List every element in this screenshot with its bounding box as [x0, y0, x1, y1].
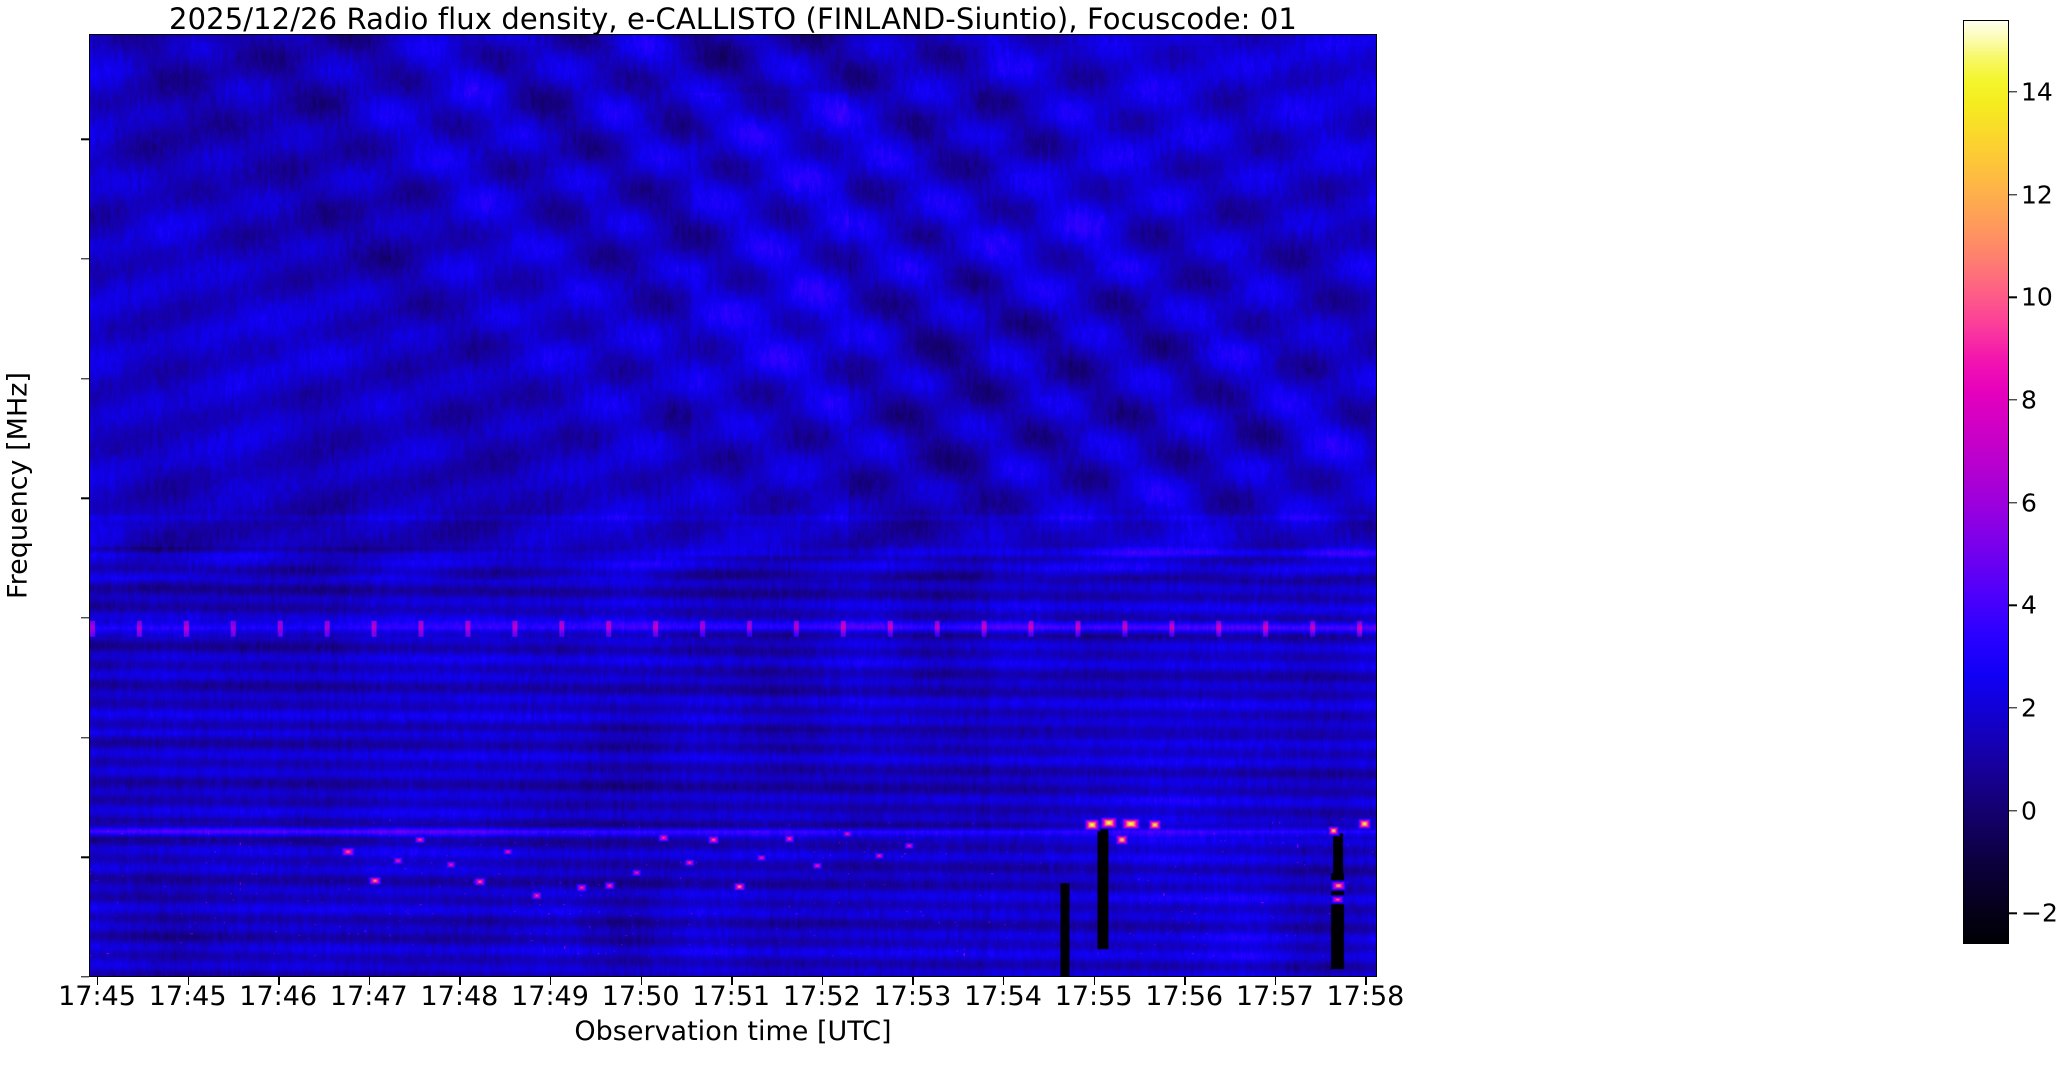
colorbar-tick-label: 14 [2021, 77, 2053, 107]
x-axis-tick-mark [1365, 977, 1367, 985]
y-axis-tick-mark [81, 856, 89, 859]
x-axis-tick-mark [459, 977, 461, 985]
x-axis-tick-mark [97, 977, 99, 985]
x-axis-tick-label: 17:55 [1054, 981, 1133, 1012]
y-axis-label: Frequency [MHz] [2, 372, 34, 599]
y-axis-tick-mark [81, 617, 89, 619]
y-axis-tick-mark [81, 497, 89, 500]
page-title: 2025/12/26 Radio flux density, e-CALLIST… [169, 2, 1297, 36]
x-axis-tick-mark [821, 977, 824, 985]
x-axis-tick-label: 17:50 [601, 981, 680, 1012]
x-axis-tick-label: 17:48 [420, 981, 499, 1012]
y-axis-tick-mark [81, 138, 89, 140]
colorbar-tick-mark [2009, 912, 2017, 914]
x-axis-tick-label: 17:51 [692, 981, 771, 1012]
colorbar-tick-label: 6 [2021, 488, 2037, 518]
x-axis-tick-label: 17:45 [58, 981, 136, 1012]
x-axis-tick-label: 17:47 [329, 981, 408, 1012]
y-axis-tick-mark [81, 736, 89, 739]
x-axis-label: Observation time [UTC] [574, 1016, 892, 1047]
y-axis-tick-mark [81, 258, 89, 260]
x-axis-tick-mark [278, 977, 280, 985]
colorbar-tick-mark [2009, 399, 2017, 401]
colorbar-tick-label: 10 [2021, 282, 2053, 312]
x-axis-tick-label: 17:54 [964, 981, 1042, 1012]
colorbar-tick-label: 4 [2021, 590, 2037, 620]
colorbar-tick-mark [2009, 501, 2017, 504]
x-axis-tick-label: 17:52 [782, 981, 861, 1012]
colorbar-tick-mark [2009, 91, 2017, 93]
x-axis-tick-mark [1274, 977, 1277, 985]
x-axis-tick-label: 17:56 [1145, 981, 1224, 1012]
colorbar-gradient [1963, 20, 2009, 944]
colorbar-tick-mark [2009, 809, 2017, 812]
x-axis-tick-mark [368, 977, 371, 985]
x-axis-tick-mark [1184, 977, 1186, 985]
x-axis-tick-mark [1003, 977, 1005, 985]
x-axis-tick-mark [640, 977, 642, 985]
colorbar-tick-mark [2009, 604, 2017, 606]
x-axis-tick-label: 17:53 [873, 981, 952, 1012]
x-axis-tick-mark [187, 977, 189, 985]
colorbar: −2 0 2 4 6 8 10 12 14 [1963, 20, 2058, 944]
x-axis-tick-mark [912, 977, 914, 985]
x-axis-tick-mark [731, 977, 733, 985]
colorbar-tick-mark [2009, 296, 2017, 298]
x-axis-tick-label: 17:58 [1326, 981, 1405, 1012]
y-axis-tick-mark [81, 976, 89, 978]
spectrogram-canvas [90, 35, 1376, 976]
x-axis-tick-label: 17:49 [511, 981, 589, 1012]
y-axis-tick-mark [81, 377, 89, 380]
x-axis-tick-label: 17:45 [148, 981, 227, 1012]
x-axis-tick-mark [550, 977, 552, 985]
spectrogram-image [90, 35, 1376, 976]
x-axis-tick-label: 17:57 [1235, 981, 1314, 1012]
colorbar-tick-label: 2 [2021, 693, 2037, 723]
colorbar-tick-label: 8 [2021, 385, 2037, 415]
colorbar-tick-label: 12 [2021, 180, 2053, 210]
colorbar-tick-mark [2009, 707, 2017, 709]
colorbar-tick-label: −2 [2021, 898, 2058, 928]
x-axis-tick-mark [1093, 977, 1095, 985]
colorbar-tick-mark [2009, 193, 2017, 196]
spectrogram-axes [89, 34, 1377, 977]
colorbar-tick-label: 0 [2021, 796, 2037, 826]
x-axis-tick-label: 17:46 [239, 981, 318, 1012]
